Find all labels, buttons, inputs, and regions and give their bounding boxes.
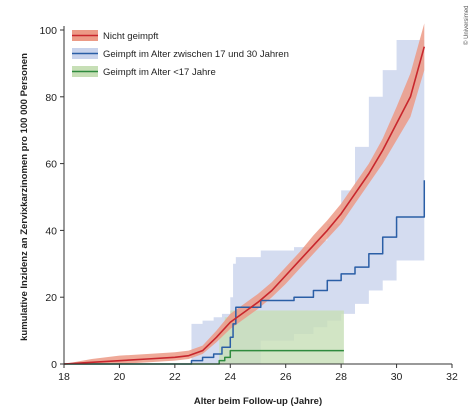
- series-2-line: [64, 180, 426, 365]
- x-tick-label: 30: [391, 371, 403, 383]
- x-tick-label: 22: [169, 371, 181, 383]
- series-lines: [63, 46, 426, 365]
- y-tick-label: 20: [45, 292, 57, 304]
- legend-item: Geimpft im Alter zwischen 17 und 30 Jahr…: [72, 48, 289, 60]
- series-1-confidence-band: [64, 23, 425, 364]
- legend-item: Geimpft im Alter <17 Jahre: [72, 66, 216, 78]
- x-tick-label: 32: [446, 371, 458, 383]
- x-tick-label: 28: [335, 371, 347, 383]
- credit-text: © Universimed: [463, 6, 470, 45]
- axes: 18 20 22 24 26 28 30 32 0 20 40 60 80 100: [39, 25, 458, 383]
- x-tick-label: 18: [58, 371, 70, 383]
- legend-item: Nicht geimpft: [72, 30, 159, 42]
- legend-label: Geimpft im Alter <17 Jahre: [103, 67, 216, 78]
- series-3-line: [64, 349, 344, 365]
- y-tick-label: 80: [45, 92, 57, 104]
- series-2-confidence-band: [64, 40, 425, 365]
- x-axis-label: Alter beim Follow-up (Jahre): [194, 396, 322, 407]
- legend: Nicht geimpft Geimpft im Alter zwischen 1…: [72, 30, 289, 78]
- y-tick-label: 40: [45, 225, 57, 237]
- x-tick-label: 24: [224, 371, 236, 383]
- y-axis-label: kumulative Inzidenz an Zervixkarzinomen …: [19, 53, 30, 341]
- legend-label: Nicht geimpft: [103, 31, 159, 42]
- series-1-line: [63, 46, 426, 365]
- x-tick-label: 20: [114, 371, 126, 383]
- legend-label: Geimpft im Alter zwischen 17 und 30 Jahr…: [103, 49, 289, 60]
- x-tick-label: 26: [280, 371, 292, 383]
- y-tick-label: 60: [45, 159, 57, 171]
- y-tick-label: 0: [51, 359, 57, 371]
- y-tick-label: 100: [39, 25, 57, 37]
